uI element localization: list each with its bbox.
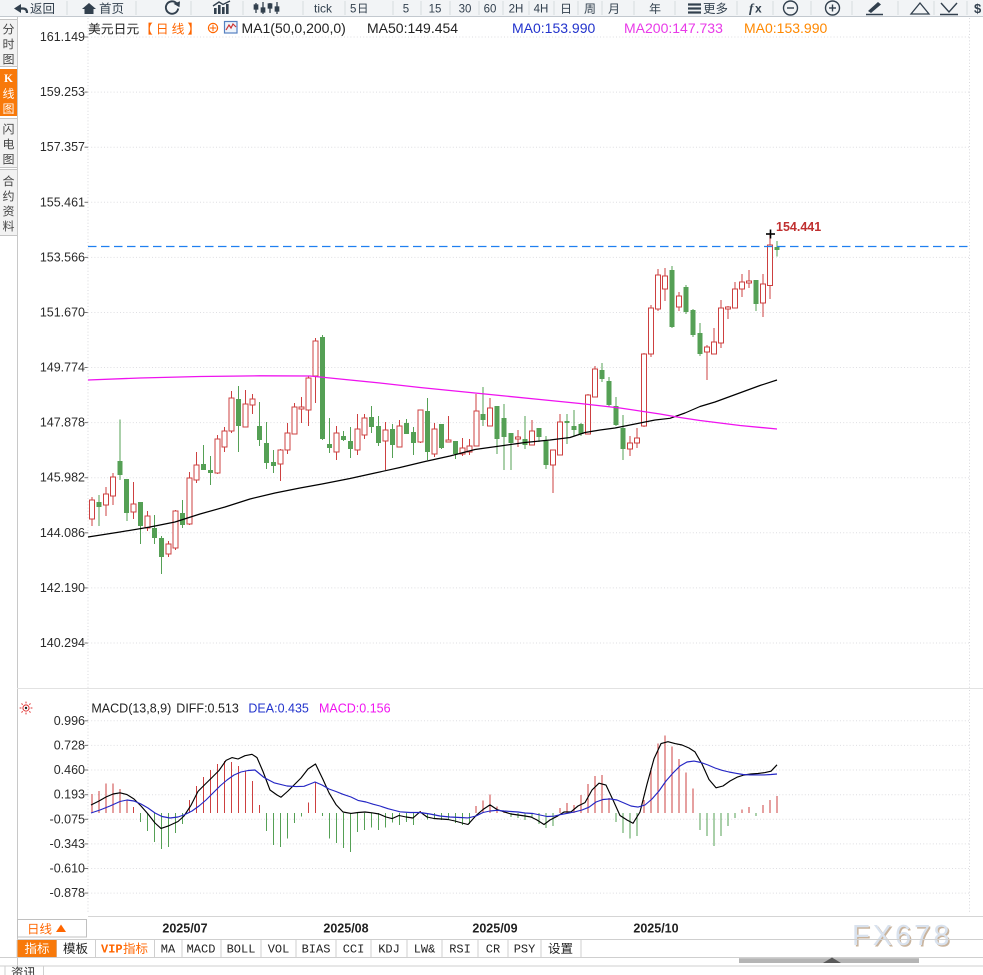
svg-text:149.774: 149.774 [40,361,85,375]
svg-text:-0.878: -0.878 [50,886,85,900]
svg-text:0.728: 0.728 [54,738,85,752]
svg-text:MA: MA [161,943,176,957]
svg-text:2H: 2H [509,4,524,16]
svg-text:147.878: 147.878 [40,416,85,430]
svg-text:MA0:153.990: MA0:153.990 [512,20,595,36]
svg-text:157.357: 157.357 [40,140,85,154]
svg-text:MA200:147.733: MA200:147.733 [624,20,723,36]
svg-text:x: x [755,2,762,16]
svg-text:60: 60 [484,4,497,16]
svg-text:145.982: 145.982 [40,471,85,485]
svg-text:PSY: PSY [514,943,536,957]
svg-text:MA0:153.990: MA0:153.990 [744,20,827,36]
svg-text:K: K [4,73,13,85]
svg-text:0.996: 0.996 [54,714,85,728]
svg-text:VOL: VOL [268,943,290,957]
svg-text:f: f [749,1,755,16]
svg-text:MACD(13,8,9): MACD(13,8,9) [91,702,171,716]
svg-text:2025/08: 2025/08 [323,922,368,936]
svg-text:2025/09: 2025/09 [472,922,517,936]
svg-text:140.294: 140.294 [40,636,85,650]
svg-text:MA1(50,0,200,0): MA1(50,0,200,0) [242,20,346,36]
svg-text:RSI: RSI [449,943,471,957]
svg-text:-0.610: -0.610 [50,862,85,876]
svg-text:144.086: 144.086 [40,526,85,540]
svg-text:CR: CR [486,943,500,957]
svg-text:FX678: FX678 [854,922,954,954]
svg-text:MACD:0.156: MACD:0.156 [319,702,391,716]
svg-text:30: 30 [459,4,472,16]
svg-text:BIAS: BIAS [302,943,331,957]
svg-text:LW&: LW& [414,943,436,957]
svg-text:KDJ: KDJ [378,943,400,957]
svg-text:MA50:149.454: MA50:149.454 [367,20,458,36]
svg-text:159.253: 159.253 [40,85,85,99]
svg-text:151.670: 151.670 [40,306,85,320]
svg-text:0.193: 0.193 [54,788,85,802]
svg-text:-0.343: -0.343 [50,837,85,851]
svg-text:0.460: 0.460 [54,763,85,777]
svg-text:155.461: 155.461 [40,195,85,209]
svg-text:BOLL: BOLL [227,943,256,957]
svg-text:4H: 4H [534,4,549,16]
svg-text:5: 5 [403,4,409,16]
svg-text:FX678: FX678 [852,920,952,952]
svg-text:5: 5 [350,4,356,16]
svg-text:VIP: VIP [101,943,123,957]
svg-text:tick: tick [314,2,333,16]
svg-text:CCI: CCI [343,943,365,957]
svg-text:DIFF:0.513: DIFF:0.513 [176,702,239,716]
svg-text:2025/07: 2025/07 [162,922,207,936]
svg-text:MACD: MACD [187,943,216,957]
svg-text:$: $ [974,1,982,16]
svg-text:DEA:0.435: DEA:0.435 [248,702,309,716]
svg-text:-0.075: -0.075 [50,812,85,826]
svg-text:142.190: 142.190 [40,581,85,595]
svg-text:153.566: 153.566 [40,250,85,264]
svg-text:2025/10: 2025/10 [633,922,678,936]
svg-text:161.149: 161.149 [40,30,85,44]
svg-text:154.441: 154.441 [776,220,821,234]
svg-text:15: 15 [429,4,442,16]
